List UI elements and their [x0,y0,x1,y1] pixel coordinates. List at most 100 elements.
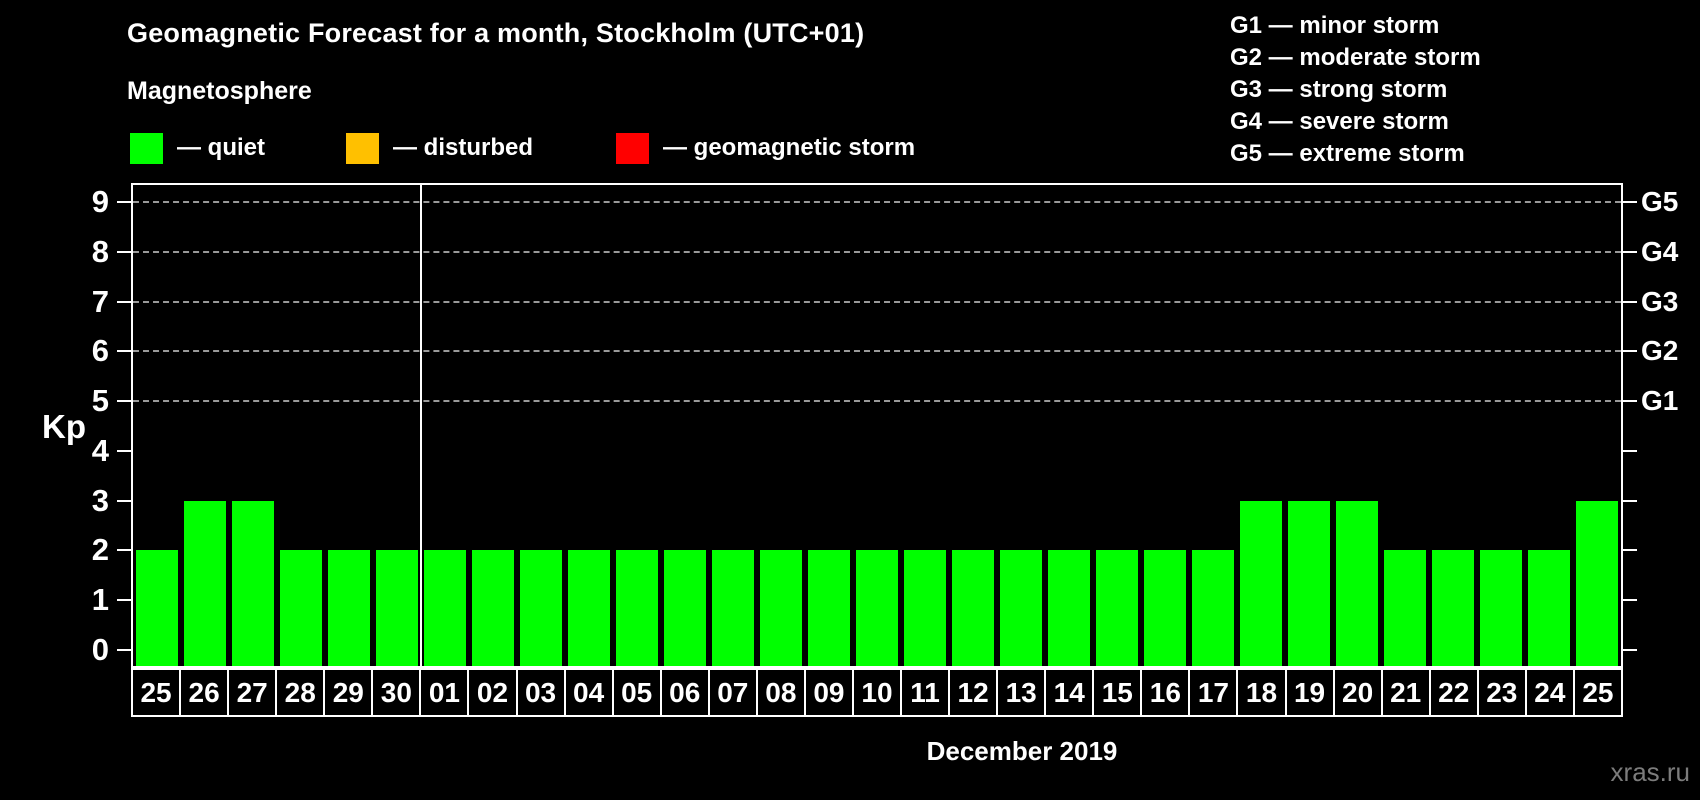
y-tick-label-7: 7 [91,283,109,319]
x-axis-day-labels: 25 26 27 28 29 30 01 02 03 04 05 06 07 08 09 10 11 12 13 14… [131,668,1623,717]
gridline-kp-8 [133,250,1621,253]
day-label-cell: 06 [659,668,710,717]
legend-swatch-icon [346,132,379,164]
right-axis-label-G5: G5 [1641,185,1679,217]
right-axis-label-G4: G4 [1641,235,1679,267]
kp-bar-day-13 [1000,550,1042,666]
right-axis-label-G3: G3 [1641,285,1679,317]
legend-item-label: — quiet [177,134,265,161]
gridline-kp-5 [133,400,1621,403]
day-label-cell: 05 [611,668,662,717]
legend-item-label: — disturbed [393,134,534,161]
kp-bar-day-02 [472,550,514,666]
left-tick-kp-6 [117,350,131,353]
kp-bar-day-30 [376,550,418,666]
day-label-cell: 14 [1044,668,1095,717]
day-label-cell: 25 [1572,668,1623,717]
kp-bar-day-21 [1384,550,1426,666]
kp-bar-day-22 [1432,550,1474,666]
right-tick-kp-0 [1623,649,1637,651]
left-tick-kp-0 [117,649,131,651]
day-label-cell: 28 [275,668,326,717]
left-tick-kp-8 [117,250,131,253]
plot-area [131,183,1623,668]
watermark: xras.ru [1610,757,1690,787]
kp-bar-day-19 [1288,500,1330,666]
day-label-cell: 29 [323,668,374,717]
kp-bar-day-07 [712,550,754,666]
right-tick-kp-7 [1623,300,1637,303]
day-label-cell: 08 [755,668,806,717]
kp-bar-day-03 [520,550,562,666]
kp-bar-day-05 [616,550,658,666]
kp-bar-day-26 [184,500,226,666]
right-tick-kp-2 [1623,549,1637,552]
kp-bar-day-24 [1528,550,1570,666]
kp-bar-day-14 [1048,550,1090,666]
left-tick-kp-4 [117,449,131,452]
y-tick-label-4: 4 [91,432,109,468]
left-tick-kp-1 [117,599,131,602]
storm-legend-line: G5 — extreme storm [1230,140,1465,167]
storm-legend-line: G2 — moderate storm [1230,44,1481,71]
gridline-kp-6 [133,350,1621,353]
left-tick-kp-3 [117,499,131,502]
kp-bar-day-15 [1096,550,1138,666]
left-tick-kp-2 [117,549,131,552]
right-tick-kp-3 [1623,499,1637,502]
left-tick-kp-7 [117,300,131,303]
legend-item: — disturbed [346,131,533,165]
chart-title: Geomagnetic Forecast for a month, Stockh… [127,18,865,48]
kp-bar-day-28 [280,550,322,666]
day-label-cell: 16 [1140,668,1191,717]
day-label-cell: 27 [227,668,278,717]
y-tick-label-8: 8 [91,233,109,269]
kp-bar-day-09 [808,550,850,666]
storm-legend-line: G3 — strong storm [1230,76,1448,103]
day-label-cell: 09 [803,668,854,717]
storm-legend-line: G4 — severe storm [1230,108,1449,135]
kp-bar-day-11 [904,550,946,666]
day-label-cell: 11 [900,668,951,717]
kp-bar-day-01 [424,550,466,666]
month-separator-line [419,185,422,666]
kp-bar-day-04 [568,550,610,666]
y-tick-label-3: 3 [91,482,109,518]
right-tick-kp-9 [1623,200,1637,203]
right-tick-kp-1 [1623,599,1637,602]
day-label-cell: 30 [371,668,422,717]
day-label-cell: 04 [563,668,614,717]
day-label-cell: 23 [1476,668,1527,717]
day-label-cell: 22 [1428,668,1479,717]
day-label-cell: 03 [515,668,566,717]
y-tick-label-1: 1 [91,582,109,618]
day-label-cell: 20 [1332,668,1383,717]
day-label-cell: 26 [179,668,230,717]
right-tick-kp-4 [1623,449,1637,452]
right-axis-label-G2: G2 [1641,335,1679,367]
kp-bar-day-25 [1576,500,1618,666]
day-label-cell: 25 [131,668,182,717]
kp-bar-day-17 [1192,550,1234,666]
gridline-kp-7 [133,300,1621,303]
y-tick-label-6: 6 [91,333,109,369]
day-label-cell: 01 [419,668,470,717]
kp-bar-day-10 [856,550,898,666]
day-label-cell: 02 [467,668,518,717]
day-label-cell: 19 [1284,668,1335,717]
kp-bar-day-20 [1336,500,1378,666]
right-tick-kp-8 [1623,250,1637,253]
y-tick-label-2: 2 [91,532,109,568]
right-tick-kp-6 [1623,350,1637,353]
right-tick-kp-5 [1623,400,1637,403]
kp-bar-day-16 [1144,550,1186,666]
y-axis-label: Kp [42,408,86,445]
day-label-cell: 12 [948,668,999,717]
day-label-cell: 10 [851,668,902,717]
left-tick-kp-5 [117,400,131,403]
left-tick-kp-9 [117,200,131,203]
kp-bar-day-12 [952,550,994,666]
legend-item: — geomagnetic storm [616,131,915,165]
storm-legend-line: G1 — minor storm [1230,12,1440,39]
